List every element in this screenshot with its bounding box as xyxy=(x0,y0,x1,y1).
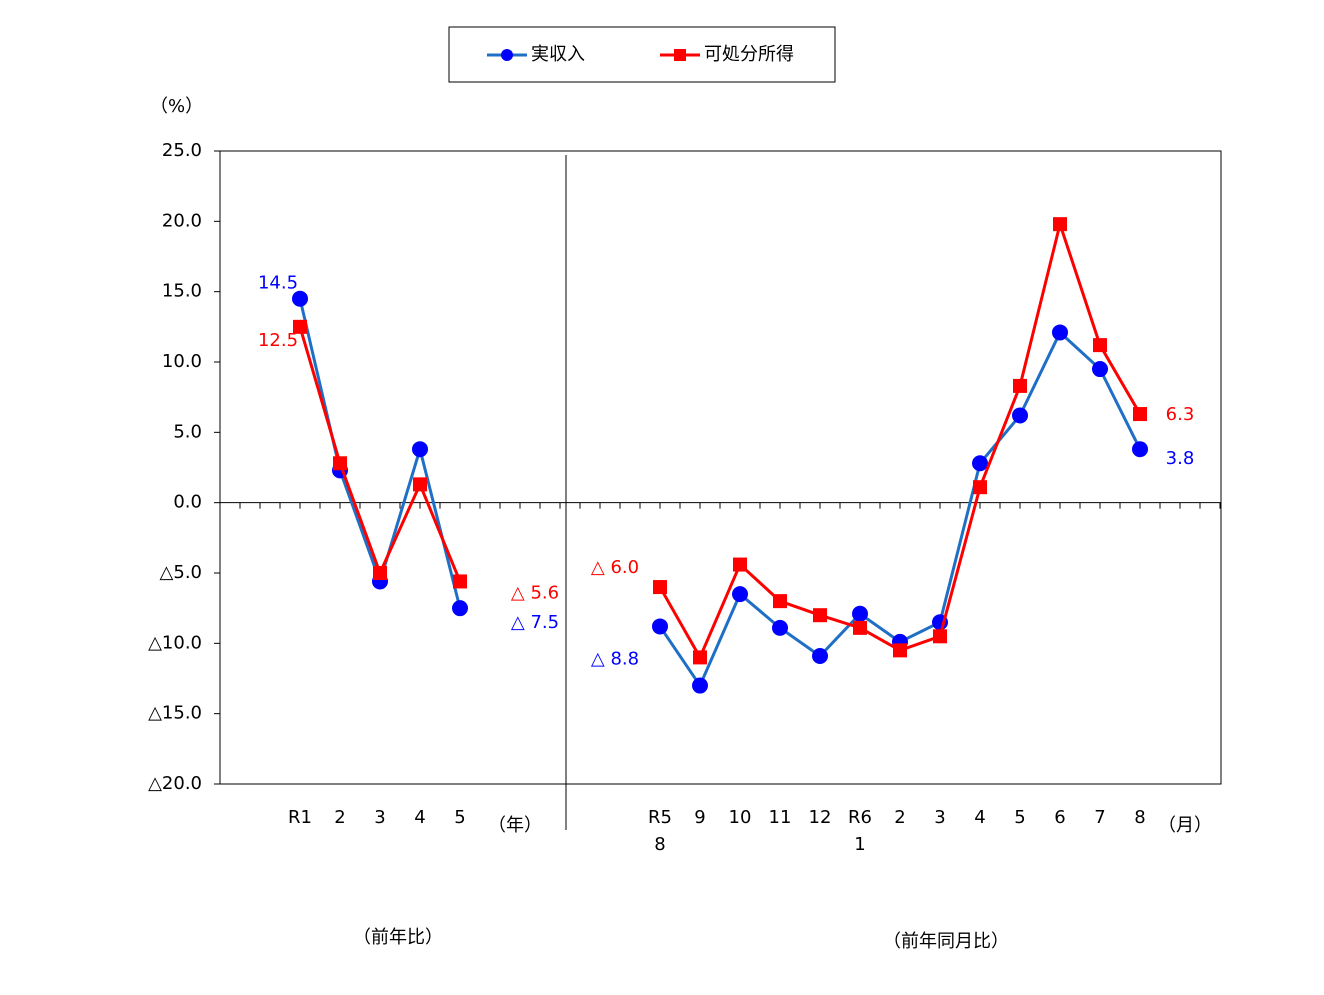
point xyxy=(692,677,708,694)
x-tick-label: 9 xyxy=(694,807,706,828)
legend-marker xyxy=(501,49,513,61)
point xyxy=(973,480,987,495)
point xyxy=(732,586,748,603)
x-tick-label: 4 xyxy=(414,807,426,828)
x-tick-label: 8 xyxy=(1134,807,1146,828)
legend-label: 可処分所得 xyxy=(704,44,794,65)
x-tick-label: 3 xyxy=(934,807,946,828)
x-tick-label: 12 xyxy=(808,807,832,828)
x-tick-label: 3 xyxy=(374,807,386,828)
point xyxy=(852,605,868,622)
y-tick-label: 5.0 xyxy=(173,421,202,442)
y-tick-label: △10.0 xyxy=(148,632,202,653)
point xyxy=(773,594,787,609)
data-label: △ 8.8 xyxy=(591,648,639,669)
data-label: △ 5.6 xyxy=(511,582,559,603)
point xyxy=(812,647,828,664)
x-tick-label: R5 8 xyxy=(648,807,672,855)
x-tick-label: 10 xyxy=(728,807,752,828)
y-tick-label: △5.0 xyxy=(160,562,202,583)
x-tick-label: 4 xyxy=(974,807,986,828)
group-label: （前年比） xyxy=(353,927,443,948)
point xyxy=(1093,338,1107,353)
x-tick-label: 7 xyxy=(1094,807,1106,828)
x-axis xyxy=(220,502,1221,509)
point xyxy=(333,456,347,471)
point xyxy=(652,618,668,635)
point xyxy=(1013,378,1027,393)
group-unit: （月） xyxy=(1158,815,1212,836)
point xyxy=(453,574,467,589)
x-tick-label: R1 xyxy=(288,807,312,828)
point xyxy=(653,580,667,595)
point xyxy=(412,441,428,458)
data-label: 6.3 xyxy=(1166,404,1195,425)
point xyxy=(772,619,788,636)
y-tick-label: 20.0 xyxy=(162,210,202,231)
x-tick-label: 5 xyxy=(1014,807,1026,828)
data-label: 3.8 xyxy=(1166,448,1195,469)
series-line xyxy=(298,218,1142,661)
point xyxy=(693,650,707,665)
x-tick-label: 6 xyxy=(1054,807,1066,828)
point xyxy=(1132,441,1148,458)
data-label: △ 6.0 xyxy=(591,557,639,578)
series-line xyxy=(298,298,1142,689)
y-tick-label: 0.0 xyxy=(173,492,202,513)
data-label: 14.5 xyxy=(258,273,298,294)
point xyxy=(972,455,988,472)
y-tick-label: △15.0 xyxy=(148,703,202,724)
x-tick-label: 11 xyxy=(768,807,792,828)
x-tick-label: 2 xyxy=(334,807,346,828)
x-tick-label: 5 xyxy=(454,807,466,828)
point xyxy=(292,290,308,307)
y-tick-label: △20.0 xyxy=(148,773,202,794)
point xyxy=(813,608,827,623)
point xyxy=(413,477,427,492)
point xyxy=(1052,324,1068,341)
y-tick-label: 10.0 xyxy=(162,351,202,372)
point xyxy=(933,629,947,644)
point xyxy=(452,600,468,617)
point xyxy=(1133,407,1147,422)
plot-frame xyxy=(219,150,1222,785)
point xyxy=(293,319,307,334)
data-label: △ 7.5 xyxy=(511,612,559,633)
x-tick-label: R6 1 xyxy=(848,807,872,855)
data-label: 12.5 xyxy=(258,330,298,351)
legend-marker xyxy=(674,49,686,61)
group-label: （前年同月比） xyxy=(883,931,1009,952)
point xyxy=(733,557,747,572)
y-tick-label: 25.0 xyxy=(162,140,202,161)
group-unit: （年） xyxy=(488,815,542,836)
point xyxy=(373,566,387,580)
point xyxy=(1012,407,1028,424)
point xyxy=(853,620,867,635)
x-tick-label: 2 xyxy=(894,807,906,828)
point xyxy=(893,643,907,658)
point xyxy=(1053,217,1067,232)
legend-label: 実収入 xyxy=(531,44,585,65)
point xyxy=(1092,361,1108,378)
y-unit-label: （%） xyxy=(150,96,203,117)
y-tick-label: 15.0 xyxy=(162,281,202,302)
